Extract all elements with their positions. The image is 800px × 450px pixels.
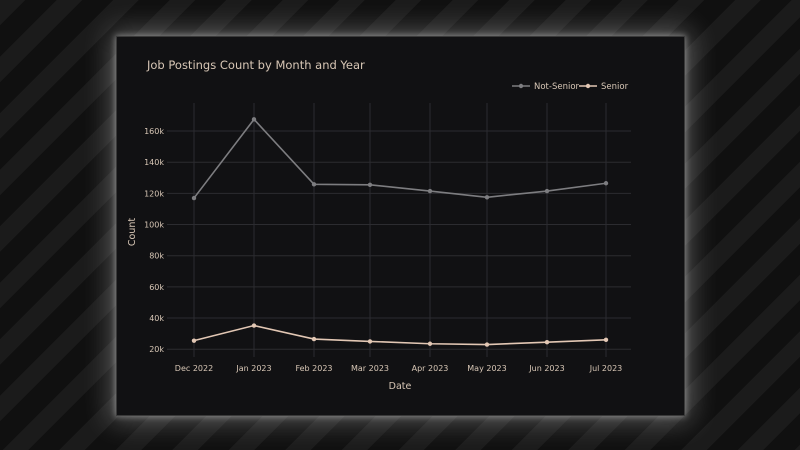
line-chart: Job Postings Count by Month and Year 20k… [127, 58, 631, 392]
series-line-0 [193, 118, 607, 199]
data-point [484, 195, 490, 200]
data-point [603, 337, 609, 343]
y-tick-label: 100k [144, 221, 164, 230]
data-point [427, 341, 433, 346]
data-point [367, 339, 373, 344]
legend: Not-Senior Senior [512, 82, 629, 92]
y-tick-label: 40k [149, 314, 164, 323]
data-point [191, 195, 197, 201]
data-point [484, 342, 490, 347]
data-point [603, 181, 609, 186]
data-point [191, 338, 197, 343]
data-point [544, 339, 550, 345]
data-point [311, 182, 317, 187]
x-tick-label: Jun 2023 [528, 364, 564, 373]
x-tick-label: Jul 2023 [589, 364, 623, 373]
x-tick-label: Feb 2023 [295, 364, 332, 373]
data-point [251, 117, 257, 122]
x-tick-label: Mar 2023 [351, 364, 389, 373]
y-tick-label: 20k [149, 345, 164, 354]
y-tick-label: 140k [144, 158, 164, 167]
series-line-1 [193, 324, 607, 346]
grid [167, 103, 631, 357]
y-tick-label: 120k [144, 189, 164, 198]
data-point [367, 182, 373, 188]
legend-marker [585, 83, 591, 89]
data-point [544, 188, 550, 194]
series-lines [191, 117, 609, 347]
y-tick-label: 60k [149, 283, 164, 292]
chart-title: Job Postings Count by Month and Year [146, 58, 365, 72]
x-axis-label: Date [389, 381, 412, 392]
chart-panel: Job Postings Count by Month and Year 20k… [116, 36, 685, 416]
y-tick-label: 160k [144, 127, 164, 136]
y-axis-label: Count [127, 218, 138, 246]
x-tick-label: Jan 2023 [235, 364, 271, 373]
legend-label: Not-Senior [534, 82, 580, 92]
x-tick-label: Apr 2023 [412, 364, 449, 373]
legend-label: Senior [601, 82, 629, 92]
y-tick-label: 80k [149, 252, 164, 261]
x-tick-label: Dec 2022 [175, 364, 213, 373]
legend-marker [518, 83, 524, 89]
data-point [427, 188, 433, 194]
x-axis-ticks: Dec 2022 Jan 2023 Feb 2023 Mar 2023 Apr 2023… [175, 364, 622, 373]
y-axis-ticks: 20k 40k 60k 80k 100k 120k 140k 160k [144, 127, 164, 354]
x-tick-label: May 2023 [467, 364, 506, 373]
data-point [311, 336, 317, 342]
data-point [251, 323, 257, 328]
